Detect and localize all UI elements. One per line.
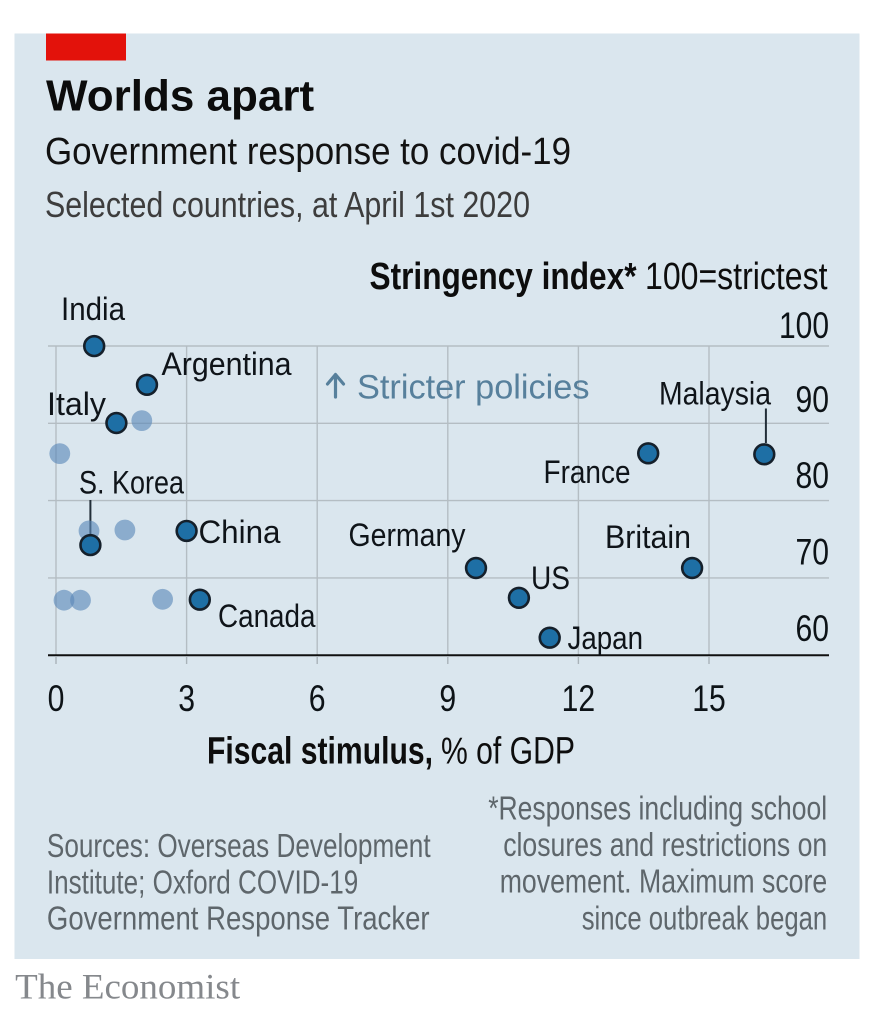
svg-text:closures and restrictions on: closures and restrictions on — [503, 826, 827, 863]
svg-text:The Economist: The Economist — [15, 967, 240, 1007]
svg-text:90: 90 — [796, 379, 830, 420]
svg-text:Worlds apart: Worlds apart — [46, 72, 314, 121]
svg-text:China: China — [199, 514, 281, 550]
svg-text:80: 80 — [796, 455, 830, 496]
svg-text:Stringency index*: Stringency index* — [370, 256, 637, 298]
svg-text:Germany: Germany — [349, 517, 466, 553]
svg-text:S. Korea: S. Korea — [79, 465, 184, 501]
svg-text:Sources: Overseas Development: Sources: Overseas Development — [47, 827, 431, 864]
svg-text:since outbreak began: since outbreak began — [582, 899, 828, 936]
svg-text:Malaysia: Malaysia — [659, 375, 771, 411]
svg-text:*Responses including school: *Responses including school — [488, 790, 827, 827]
svg-text:60: 60 — [796, 608, 830, 649]
svg-text:15: 15 — [692, 678, 726, 719]
svg-text:Italy: Italy — [47, 386, 106, 422]
svg-text:Britain: Britain — [605, 519, 691, 555]
svg-text:3: 3 — [178, 678, 195, 719]
svg-text:Japan: Japan — [568, 620, 644, 656]
svg-text:% of GDP: % of GDP — [441, 731, 575, 773]
svg-text:Fiscal stimulus,: Fiscal stimulus, — [207, 731, 433, 773]
svg-text:100=strictest: 100=strictest — [645, 256, 828, 298]
svg-text:Stricter policies: Stricter policies — [357, 368, 590, 406]
svg-text:Argentina: Argentina — [162, 346, 292, 382]
svg-text:Canada: Canada — [218, 598, 316, 634]
svg-text:France: France — [544, 454, 631, 490]
svg-text:9: 9 — [439, 678, 456, 719]
svg-text:movement. Maximum score: movement. Maximum score — [500, 862, 828, 899]
svg-text:Institute; Oxford COVID-19: Institute; Oxford COVID-19 — [47, 863, 358, 900]
svg-text:Selected countries, at April 1: Selected countries, at April 1st 2020 — [45, 184, 530, 225]
svg-text:70: 70 — [796, 532, 830, 573]
svg-text:100: 100 — [779, 305, 829, 346]
svg-text:Government Response Tracker: Government Response Tracker — [47, 900, 430, 937]
svg-text:US: US — [531, 560, 570, 596]
svg-text:6: 6 — [309, 678, 326, 719]
svg-text:Government response to covid-1: Government response to covid-19 — [45, 131, 571, 173]
svg-text:12: 12 — [562, 678, 596, 719]
svg-text:0: 0 — [48, 678, 65, 719]
svg-text:India: India — [61, 291, 125, 327]
